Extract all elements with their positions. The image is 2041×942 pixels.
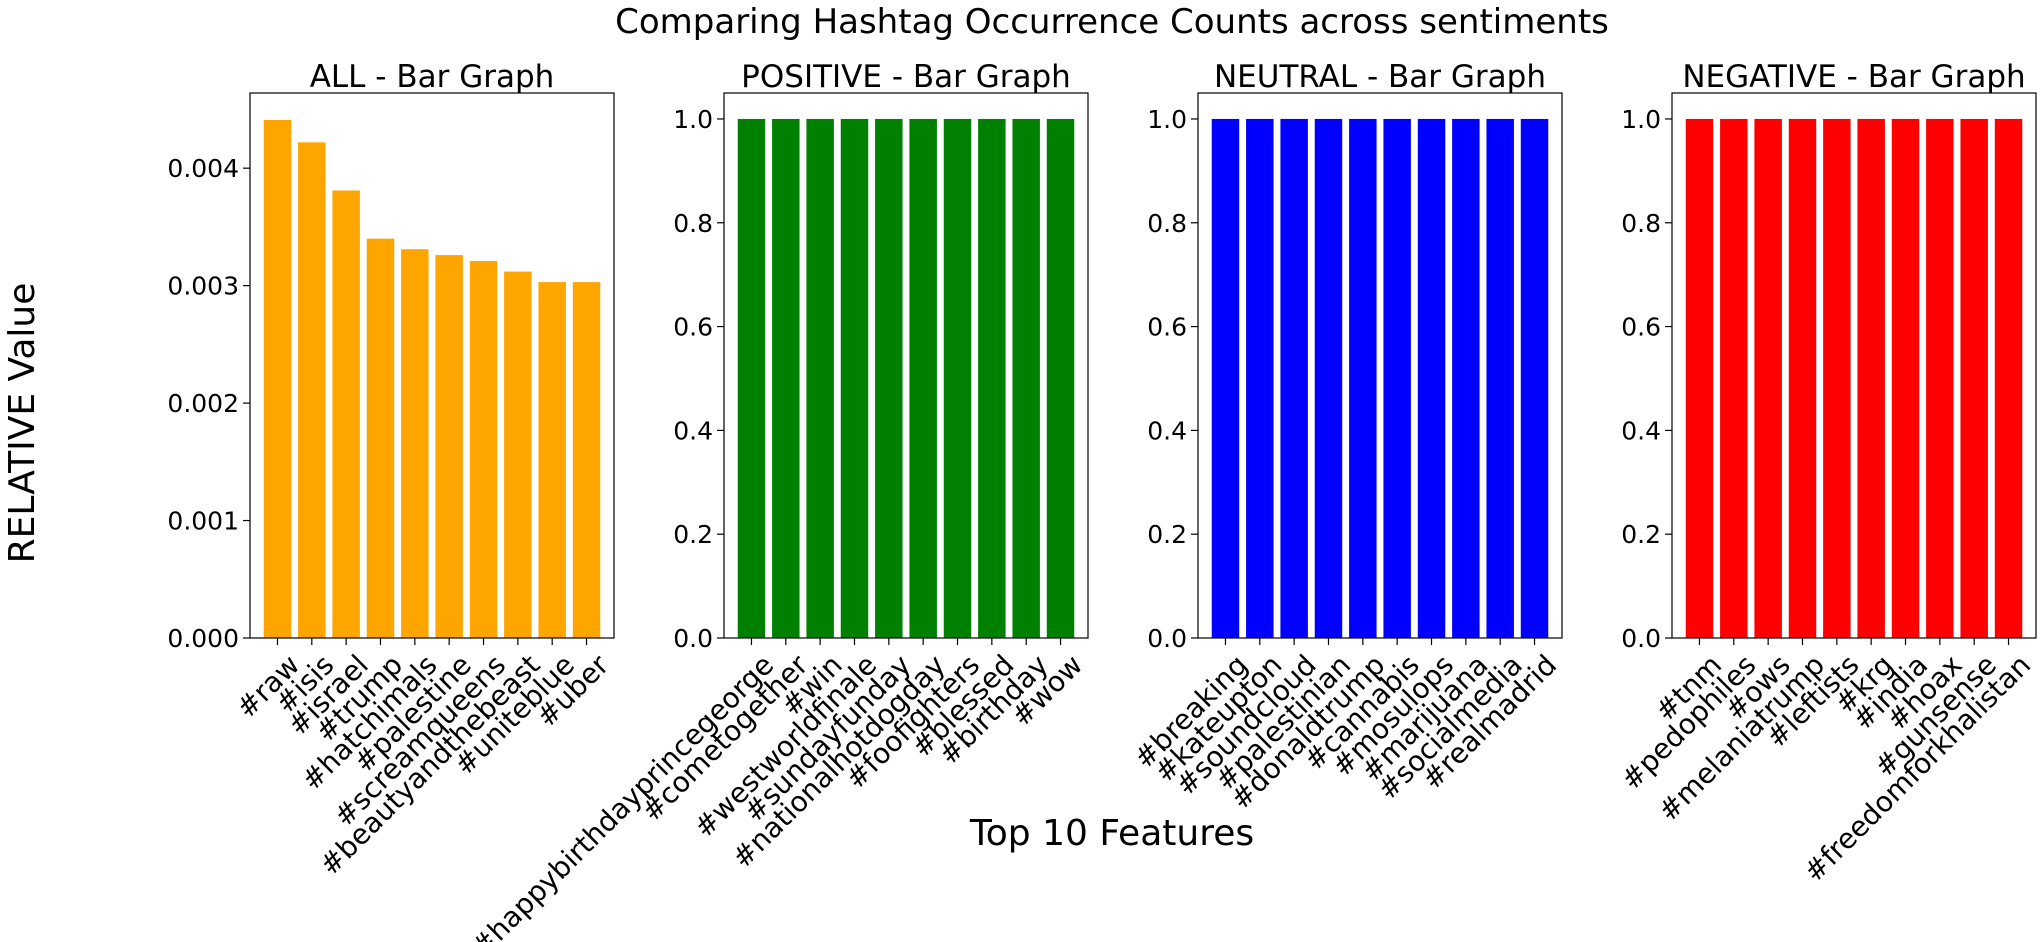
bar: [1823, 118, 1851, 638]
y-axis-label: RELATIVE Value: [2, 283, 43, 564]
y-tick-label: 0.0: [1621, 624, 1661, 653]
panel-title: ALL - Bar Graph: [310, 59, 555, 95]
bar: [943, 118, 972, 638]
chart-panels: ALL - Bar Graph 0.000 0.001 0.002 0.003 0.004…: [167, 59, 2037, 942]
bar: [1685, 118, 1714, 638]
chart-panel-3: NEUTRAL - Bar Graph0.00.20.40.60.81.0#br…: [1128, 59, 1564, 816]
bar: [401, 249, 429, 639]
x-axis-label: Top 10 Features: [969, 813, 1254, 854]
y-tick-label: 0.2: [1621, 520, 1661, 549]
bar: [875, 118, 903, 638]
bar: [572, 282, 601, 638]
bar: [1994, 118, 2023, 638]
y-tick-label: 0.4: [1621, 416, 1661, 445]
panel-title: NEUTRAL - Bar Graph: [1214, 59, 1546, 95]
y-tick-label: 0.6: [1621, 313, 1661, 342]
bar: [1314, 118, 1343, 638]
y-tick-label: 0.002: [167, 389, 239, 418]
bar: [772, 118, 800, 638]
bar: [737, 118, 766, 638]
y-tick-label: 0.001: [167, 507, 239, 536]
bar: [1452, 118, 1480, 638]
bar: [1788, 118, 1817, 638]
bar: [538, 282, 566, 638]
bar: [1891, 118, 1920, 638]
bar: [840, 118, 869, 638]
y-tick-label: 1.0: [1147, 105, 1187, 134]
y-tick-label: 0.4: [1147, 416, 1187, 445]
bar: [1754, 118, 1782, 638]
y-tick-label: 0.8: [1147, 209, 1187, 238]
bar: [1211, 118, 1240, 638]
y-tick-label: 0.0: [1147, 624, 1187, 653]
bar: [1280, 118, 1308, 638]
bar: [1246, 118, 1274, 638]
bar: [1720, 118, 1748, 638]
bar: [366, 238, 395, 638]
chart-panel-1: ALL - Bar Graph 0.000 0.001 0.002 0.003 0.004…: [167, 59, 615, 882]
plot-frame: [249, 92, 615, 639]
chart-panel-4: NEGATIVE - Bar Graph0.00.20.40.60.81.0#t…: [1614, 59, 2037, 888]
bar: [1383, 118, 1411, 638]
y-tick-label: 0.6: [673, 313, 713, 342]
y-tick-label: 0.2: [1147, 520, 1187, 549]
y-tick-label: 0.8: [673, 209, 713, 238]
bar: [978, 118, 1006, 638]
panel-title: NEGATIVE - Bar Graph: [1682, 59, 2025, 95]
y-tick-label: 1.0: [1621, 105, 1661, 134]
bar: [909, 118, 937, 638]
bar: [298, 142, 326, 638]
plot-frame: [723, 92, 1089, 639]
bar: [263, 120, 292, 639]
y-tick-label: 0.004: [167, 154, 239, 183]
bar: [332, 190, 360, 638]
bar: [1417, 118, 1446, 638]
bar: [806, 118, 834, 638]
bar: [1960, 118, 1988, 638]
bar: [504, 271, 532, 638]
bar: [1520, 118, 1549, 638]
bar: [1046, 118, 1075, 638]
bar: [1857, 118, 1885, 638]
bar: [469, 260, 498, 638]
bar: [435, 255, 463, 638]
y-tick-label: 0.8: [1621, 209, 1661, 238]
y-tick-label: 0.6: [1147, 313, 1187, 342]
y-tick-label: 0.0: [673, 624, 713, 653]
figure-title: Comparing Hashtag Occurrence Counts acro…: [615, 2, 1609, 42]
y-tick-label: 0.4: [673, 416, 713, 445]
y-tick-label: 0.000: [167, 624, 239, 653]
y-tick-label: 1.0: [673, 105, 713, 134]
bar: [1486, 118, 1514, 638]
y-tick-label: 0.003: [167, 272, 239, 301]
bar: [1349, 118, 1377, 638]
bar: [1012, 118, 1040, 638]
plot-frame: [1197, 92, 1563, 639]
bar: [1926, 118, 1954, 638]
y-tick-label: 0.2: [673, 520, 713, 549]
panel-title: POSITIVE - Bar Graph: [741, 59, 1071, 95]
plot-frame: [1671, 92, 2037, 639]
